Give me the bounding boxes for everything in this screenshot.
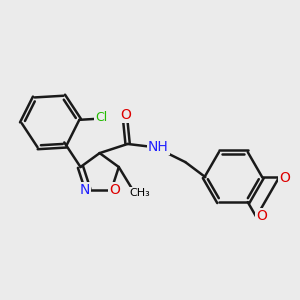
Text: Cl: Cl bbox=[95, 111, 107, 124]
Text: NH: NH bbox=[148, 140, 169, 154]
Text: O: O bbox=[279, 171, 290, 185]
Text: CH₃: CH₃ bbox=[129, 188, 150, 198]
Text: O: O bbox=[120, 107, 131, 122]
Text: O: O bbox=[109, 183, 120, 197]
Text: O: O bbox=[256, 209, 267, 223]
Text: N: N bbox=[80, 183, 90, 197]
